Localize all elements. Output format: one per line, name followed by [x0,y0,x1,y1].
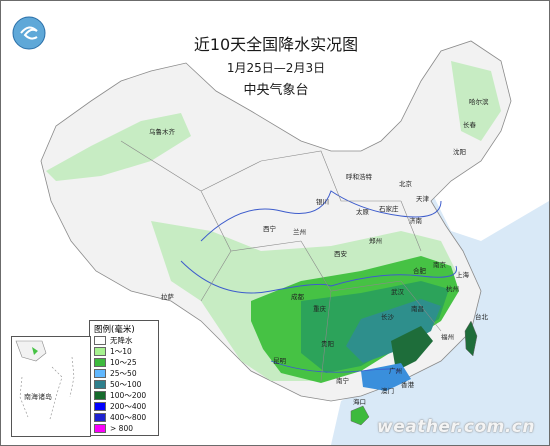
city-guiyang: 贵阳 [321,339,334,348]
legend-swatch [94,380,106,389]
legend-label: 200～400 [110,402,147,411]
province-borders [120,140,442,382]
city-fuzhou: 福州 [441,332,454,341]
legend-swatch [94,358,106,367]
legend-label: 400～800 [110,413,147,422]
cma-logo-icon [11,15,47,55]
city-taiyuan: 太原 [356,207,370,216]
rain-zone-50-100 [346,299,441,363]
city-chengdu: 成都 [291,292,305,301]
rain-zone-100-200 [391,326,433,371]
city-macau: 澳门 [381,386,394,395]
city-guangzhou: 广州 [389,366,402,375]
city-shanghai: 上海 [456,270,470,279]
city-chongqing: 重庆 [313,304,327,313]
city-harbin: 哈尔滨 [469,97,489,106]
city-hefei: 合肥 [413,266,427,275]
city-shenyang: 沈阳 [453,147,466,156]
legend-box: 图例(毫米) 无降水 1～10 10～25 25～50 50～100 100～200 200… [89,320,159,436]
watermark: weather.com.cn [377,417,535,437]
city-hohhot: 呼和浩特 [346,172,373,181]
legend-swatch [94,424,106,433]
taiwan-island [464,320,478,357]
city-jinan: 济南 [409,216,423,225]
yellow-river [200,190,442,242]
inset-label: 南海诸岛 [24,392,52,401]
city-lhasa: 拉萨 [161,292,175,301]
legend-swatch [94,369,106,378]
legend-swatch [94,391,106,400]
city-changchun: 长春 [463,120,477,129]
legend-label: 1～10 [110,347,132,356]
legend-label: 50～100 [110,380,142,389]
city-nanchang: 南昌 [411,304,424,313]
legend-title: 图例(毫米) [94,325,135,335]
legend-label: > 800 [110,424,133,433]
city-yinchuan: 银川 [316,197,329,206]
city-nanning: 南宁 [336,376,350,385]
hainan-island [350,405,370,426]
city-xian: 西安 [334,249,348,258]
yangtze-river [180,260,458,294]
issuer: 中央气象台 [243,83,309,98]
date-range: 1月25日—2月3日 [226,61,326,75]
south-china-sea-inset: 南海诸岛 [11,336,91,437]
city-shijiazhuang: 石家庄 [379,204,399,213]
city-hongkong: 香港 [401,380,415,389]
rain-zone-1-10-north [46,113,191,181]
city-tianjin: 天津 [416,195,430,203]
legend-label: 无降水 [110,336,133,345]
city-beijing: 北京 [399,179,413,188]
map-title: 近10天全国降水实况图 [193,35,359,54]
rain-zone-1-10-northeast [451,61,501,141]
city-zhengzhou: 郑州 [369,237,382,245]
legend-swatch [94,336,106,345]
legend-label: 100～200 [110,391,147,400]
legend-swatch [94,413,106,422]
city-wuhan: 武汉 [391,287,405,296]
city-nanjing: 南京 [433,260,447,269]
legend-label: 25～50 [110,369,137,378]
city-lanzhou: 兰州 [293,227,306,236]
pearl-river [270,360,400,374]
city-changsha: 长沙 [381,312,395,321]
city-haikou: 海口 [353,397,366,406]
legend-swatch [94,402,106,411]
city-kunming: 昆明 [273,357,287,365]
legend-label: 10～25 [110,358,137,367]
city-hangzhou: 杭州 [446,284,459,293]
city-taipei: 台北 [475,312,489,321]
legend-swatch [94,347,106,356]
city-urumqi: 乌鲁木齐 [149,127,176,136]
city-xining: 西宁 [263,224,277,233]
